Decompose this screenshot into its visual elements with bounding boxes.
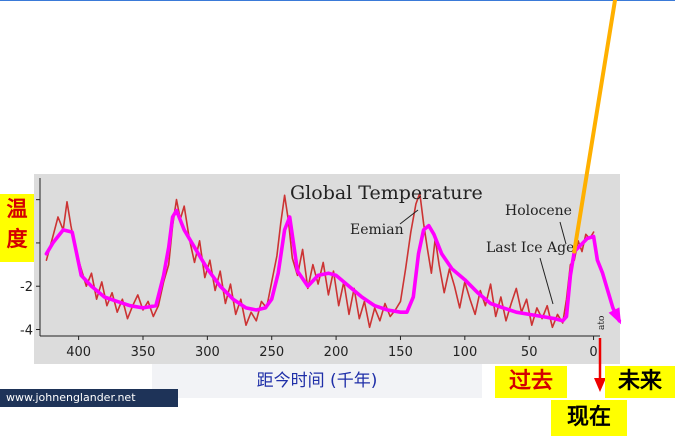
projection-arrow-line bbox=[572, 0, 618, 254]
x-tick-label: 250 bbox=[259, 345, 284, 360]
raw-temperature-line bbox=[45, 192, 595, 329]
side-text: ato bbox=[597, 316, 607, 330]
y-tick-label: -4 bbox=[20, 324, 33, 339]
annotation-pointer bbox=[399, 209, 419, 225]
credit-label: www.johnenglander.net bbox=[0, 389, 178, 407]
x-tick-label: 400 bbox=[66, 345, 91, 360]
annotations: Eemian Holocene Last Ice Age bbox=[350, 203, 574, 305]
x-ticks: 400 350 300 250 200 150 100 50 0 bbox=[66, 336, 598, 360]
smoothed-temperature-line bbox=[44, 208, 622, 323]
x-tick-label: 100 bbox=[452, 345, 477, 360]
x-tick-label: 150 bbox=[388, 345, 413, 360]
now-label: 现在 bbox=[551, 400, 627, 436]
series-layer bbox=[44, 192, 622, 329]
x-tick-label: 300 bbox=[195, 345, 220, 360]
plot-background bbox=[34, 174, 620, 364]
x-tick-label: 350 bbox=[131, 345, 156, 360]
smoothed-line-arrowhead bbox=[608, 307, 622, 325]
arrow-layer bbox=[572, 0, 618, 392]
past-label: 过去 bbox=[495, 366, 567, 398]
y-tick-label: -2 bbox=[20, 280, 33, 295]
annotation-label: Eemian bbox=[350, 222, 404, 238]
annotation-pointer bbox=[559, 221, 567, 245]
x-tick-label: 200 bbox=[324, 345, 349, 360]
y-axis-label: 温度 bbox=[0, 194, 34, 262]
annotation-pointer bbox=[539, 257, 554, 305]
now-arrowhead bbox=[594, 378, 606, 392]
annotation-label: Holocene bbox=[505, 203, 572, 219]
chart-title: Global Temperature bbox=[290, 182, 483, 204]
annotation-label: Last Ice Age bbox=[486, 240, 574, 256]
x-tick-label: 50 bbox=[521, 345, 538, 360]
x-tick-label: 0 bbox=[589, 345, 597, 360]
top-border-line bbox=[0, 0, 675, 1]
x-axis-title: 距今时间 (千年) bbox=[152, 364, 482, 398]
future-label: 未来 bbox=[605, 366, 675, 398]
